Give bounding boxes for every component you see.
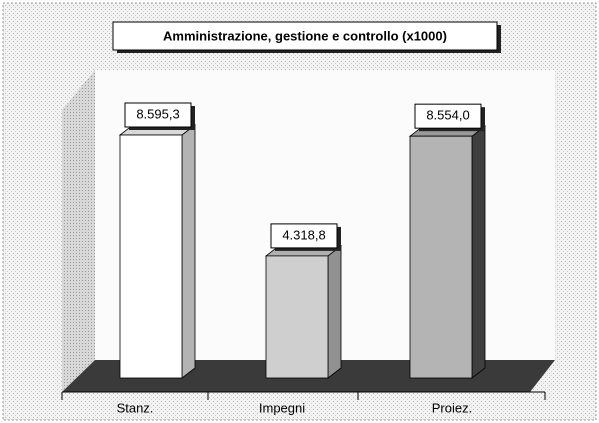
x-tick-label: Impegni (259, 400, 305, 415)
value-label-box (414, 103, 482, 129)
value-label-box (124, 102, 192, 128)
bar (119, 134, 183, 379)
x-tick-label: Proiez. (432, 400, 472, 415)
value-label: 8.554,0 (426, 108, 469, 123)
x-tick-label: Stanz. (117, 400, 154, 415)
value-label: 4.318,8 (282, 227, 325, 242)
title-box (112, 21, 498, 51)
value-label: 8.595,3 (136, 106, 179, 121)
bar (409, 135, 473, 379)
bar-side (471, 125, 486, 379)
chart-title: Amministrazione, gestione e controllo (x… (163, 28, 447, 43)
bar-side (327, 245, 342, 379)
side-wall (62, 70, 95, 392)
bar-side (181, 124, 196, 379)
value-label-box (270, 223, 338, 249)
bar (265, 255, 329, 379)
